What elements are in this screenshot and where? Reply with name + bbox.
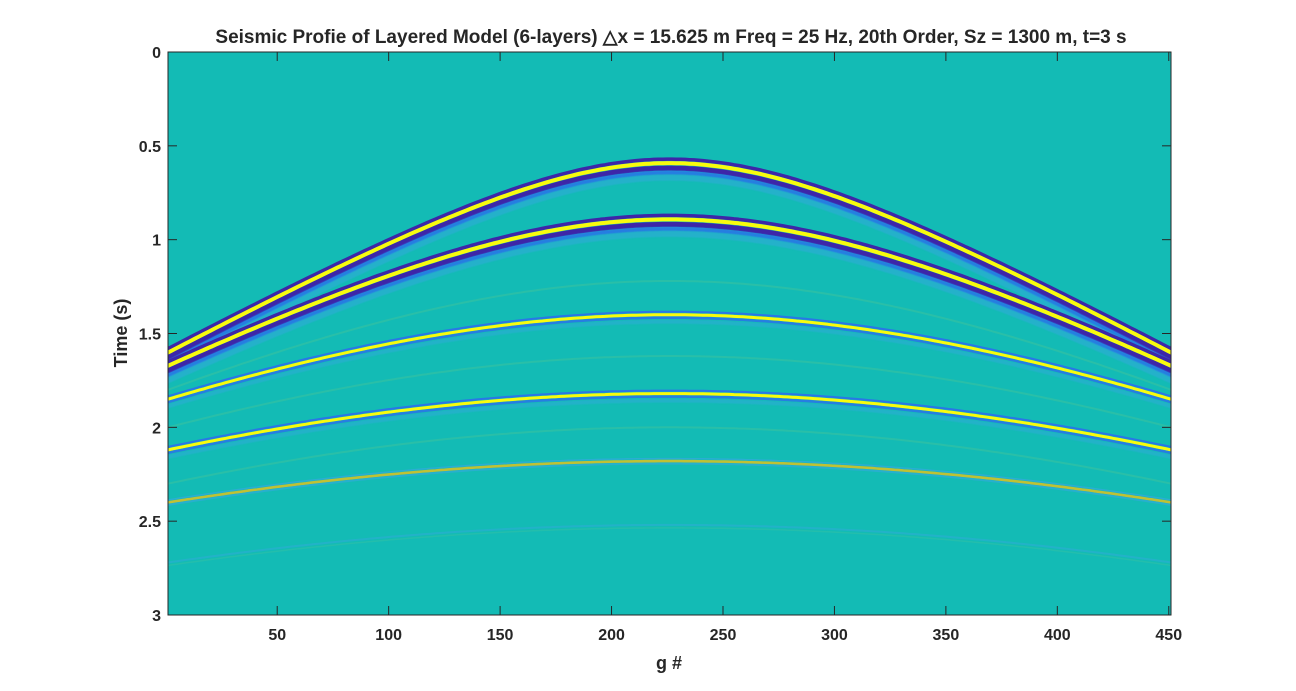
- reflection-3-band-1: [168, 310, 1171, 398]
- multiple-event-1: [168, 280, 1171, 391]
- y-tick-label: 2.5: [139, 514, 161, 531]
- reflection-2-band-3: [168, 221, 1171, 374]
- y-tick-label: 3: [152, 608, 161, 625]
- seismic-events: [168, 157, 1171, 567]
- reflection-2-band-4: [168, 226, 1171, 378]
- reflection-3-band-4: [168, 319, 1171, 409]
- multiple-event-2: [168, 355, 1171, 429]
- x-tick-label: 450: [1155, 627, 1182, 644]
- y-tick-label: 0: [152, 45, 161, 62]
- reflection-4-band-4: [168, 398, 1171, 459]
- y-axis-ticks: 0 0.5 1 1.5 2 2.5 3: [139, 45, 1171, 625]
- x-tick-label: 200: [598, 627, 625, 644]
- y-tick-label: 1.5: [139, 327, 161, 344]
- reflection-1-band-3: [168, 165, 1171, 361]
- reflection-event-5: [168, 457, 1171, 506]
- x-tick-label: 350: [933, 627, 960, 644]
- y-axis-label: Time (s): [111, 299, 131, 368]
- y-tick-label: 2: [152, 420, 161, 437]
- reflection-5-band-3: [168, 462, 1171, 506]
- x-tick-label: 300: [821, 627, 848, 644]
- reflection-1-band-2: [168, 161, 1171, 355]
- reflection-2-band-1: [168, 213, 1171, 364]
- reflection-1-band-5: [168, 174, 1171, 371]
- multiple-event-3: [168, 426, 1171, 485]
- chart-title: Seismic Profie of Layered Model (6-layer…: [215, 27, 1126, 48]
- plot-background: [168, 52, 1171, 615]
- x-tick-label: 150: [487, 627, 514, 644]
- x-tick-label: 400: [1044, 627, 1071, 644]
- reflection-6-band-1: [168, 523, 1171, 564]
- x-tick-label: 50: [268, 627, 286, 644]
- reflection-2-band-5: [168, 230, 1171, 384]
- y-tick-label: 1: [152, 233, 161, 250]
- reflection-1-band-4: [168, 170, 1171, 365]
- reflection-event-3: [168, 310, 1171, 409]
- x-axis-ticks: 50 100 150 200 250 300 350 400 450: [268, 52, 1182, 644]
- reflection-1-band-1: [168, 157, 1171, 351]
- reflection-2-band-2: [168, 217, 1171, 368]
- reflection-5-band-2: [168, 459, 1171, 504]
- reflection-3-band-2: [168, 313, 1171, 401]
- x-tick-label: 250: [710, 627, 737, 644]
- x-tick-label: 100: [375, 627, 402, 644]
- reflection-event-2: [168, 213, 1171, 384]
- reflection-event-6: [168, 523, 1171, 567]
- reflection-6-band-2: [168, 527, 1171, 567]
- reflection-4-band-2: [168, 392, 1171, 452]
- reflection-event-1: [168, 157, 1171, 371]
- reflection-4-band-3: [168, 395, 1171, 455]
- reflection-3-band-3: [168, 316, 1171, 404]
- x-axis-label: g #: [656, 653, 682, 673]
- reflection-event-4: [168, 389, 1171, 459]
- y-tick-label: 0.5: [139, 139, 161, 156]
- reflection-4-band-1: [168, 389, 1171, 448]
- reflection-5-band-1: [168, 457, 1171, 501]
